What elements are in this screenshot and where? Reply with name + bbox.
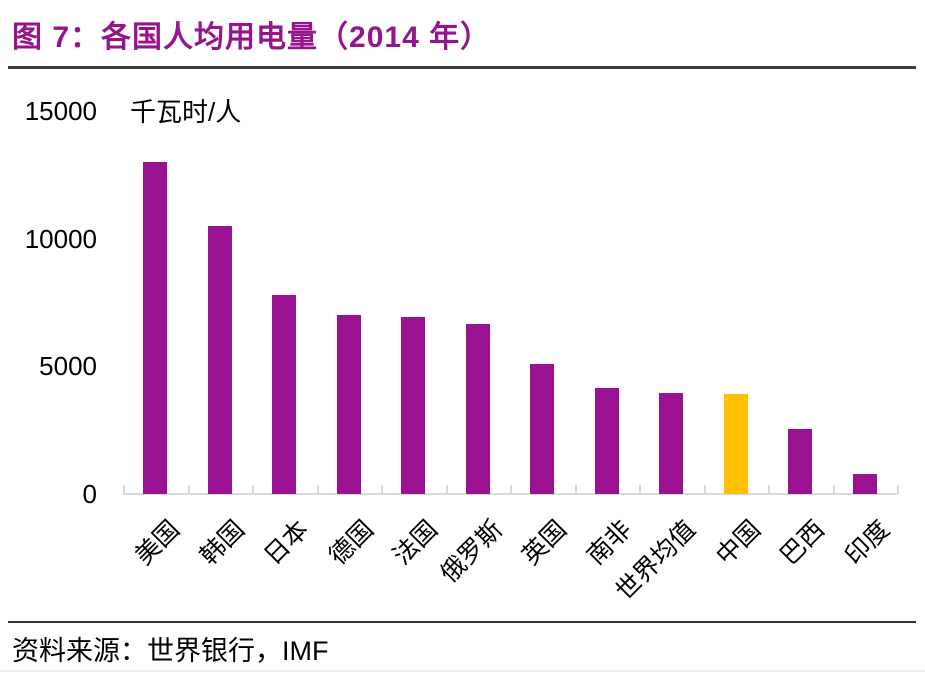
bar-美国 (143, 162, 168, 494)
footer-divider (8, 621, 916, 623)
bar-印度 (852, 473, 877, 494)
x-label-美国: 美国 (130, 515, 186, 571)
bar-英国 (530, 363, 555, 494)
title-divider (8, 66, 916, 69)
x-axis-tick (123, 485, 125, 494)
x-axis-tick (381, 485, 383, 494)
x-label-俄罗斯: 俄罗斯 (434, 515, 508, 589)
x-axis-tick (187, 485, 190, 494)
x-axis-tick (639, 485, 641, 494)
bar-法国 (401, 316, 426, 494)
y-axis-unit-label: 千瓦时/人 (130, 97, 242, 127)
bar-德国 (336, 315, 361, 494)
x-axis-tick (445, 485, 448, 494)
y-tick-label: 0 (82, 479, 97, 509)
x-axis-line (123, 493, 897, 495)
x-label-德国: 德国 (323, 515, 379, 571)
bar-韩国 (207, 225, 232, 494)
figure-title: 图 7：各国人均用电量（2014 年） (12, 21, 492, 54)
x-axis-tick (316, 485, 319, 494)
bar-中国 (723, 394, 748, 494)
x-label-印度: 印度 (839, 515, 895, 571)
bar-巴西 (788, 428, 813, 494)
x-axis-tick (510, 485, 512, 494)
x-axis-tick (768, 485, 770, 494)
bar-南非 (594, 388, 619, 494)
y-tick-label: 15000 (24, 96, 97, 126)
x-axis-tick (252, 485, 254, 494)
x-axis-tick (897, 485, 899, 494)
x-label-日本: 日本 (259, 515, 315, 571)
bar-世界均值 (659, 393, 684, 494)
source-note: 资料来源：世界银行，IMF (12, 636, 329, 666)
x-label-韩国: 韩国 (194, 515, 250, 571)
y-tick-label: 5000 (39, 351, 97, 382)
x-label-中国: 中国 (710, 515, 766, 571)
bar-日本 (272, 294, 297, 494)
x-axis-tick (574, 485, 577, 494)
x-axis-tick (703, 485, 706, 494)
x-label-英国: 英国 (517, 515, 573, 571)
page-bottom-edge (0, 670, 925, 672)
bar-俄罗斯 (465, 324, 490, 494)
y-tick-label: 10000 (24, 223, 97, 254)
x-axis-tick (832, 485, 835, 494)
x-label-巴西: 巴西 (775, 515, 831, 571)
